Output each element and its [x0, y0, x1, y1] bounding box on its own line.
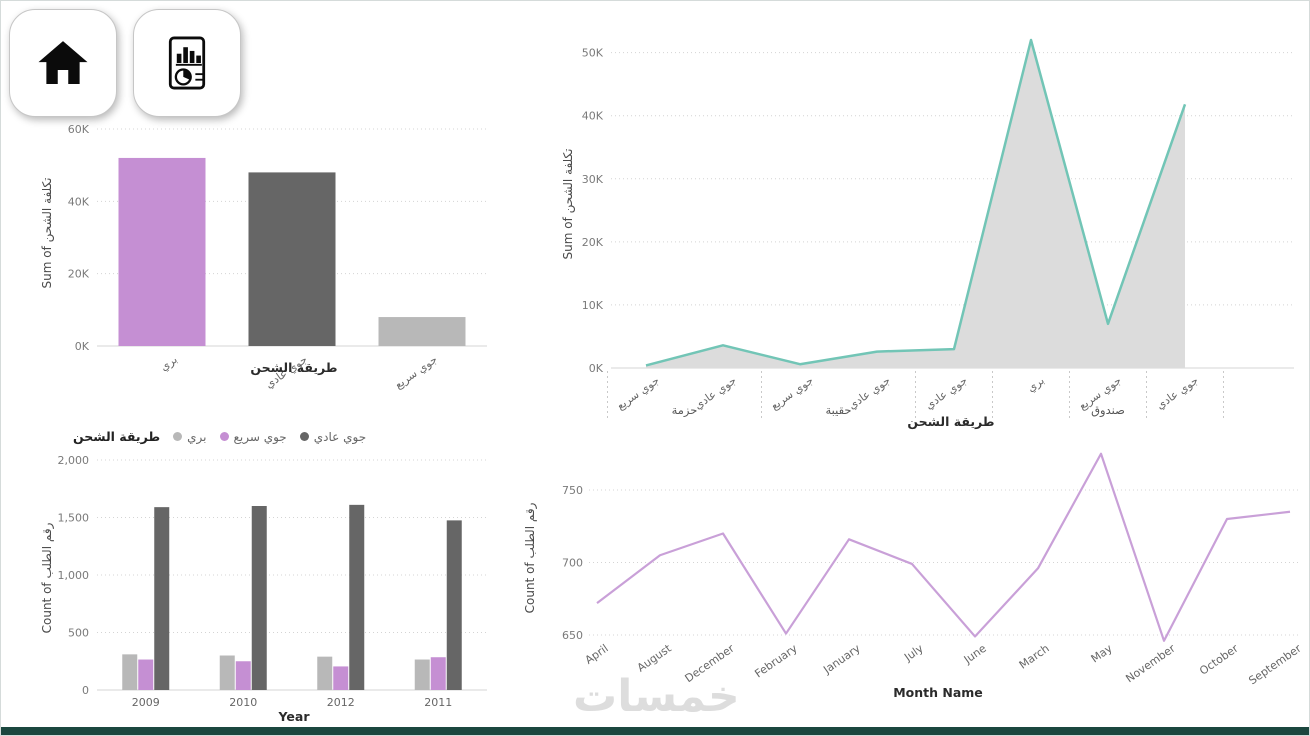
- x-category-label: July: [901, 642, 926, 665]
- x-category-label: 2010: [229, 696, 257, 709]
- tick-label: 750: [562, 484, 583, 497]
- x-axis-title-chart3: Month Name: [893, 685, 983, 700]
- tick-label: 30K: [582, 173, 604, 186]
- x-group-label: حقيبة: [825, 403, 851, 417]
- x-axis-title-chart0: طريقة الشحن: [250, 360, 338, 375]
- legend-dot: [299, 432, 309, 441]
- legend-label: بري: [187, 429, 207, 444]
- footer-bar: [1, 727, 1309, 735]
- tick-label: 20K: [68, 268, 90, 281]
- bar-2012-series-0[interactable]: [317, 656, 333, 690]
- home-icon: [38, 41, 88, 84]
- x-category-label: جوي عادي: [846, 374, 893, 412]
- x-category-label: بري: [158, 353, 180, 374]
- x-category-label: June: [961, 642, 989, 667]
- y-axis-title-chart0: Sum of تكلفة الشحن: [40, 177, 54, 289]
- x-category-label: August: [635, 641, 675, 674]
- x-category-label: October: [1197, 642, 1241, 678]
- bar-1[interactable]: [248, 172, 336, 346]
- x-category-label: February: [752, 642, 800, 681]
- legend-label: جوي عادي: [313, 429, 367, 444]
- x-category-label: 2009: [132, 696, 160, 709]
- x-category-label: جوي عادي: [923, 374, 970, 412]
- tick-label: 700: [562, 557, 583, 570]
- x-group-label: صندوق: [1091, 403, 1125, 418]
- tick-label: 1,000: [58, 569, 90, 582]
- legend-item-2[interactable]: جوي عادي: [299, 429, 367, 444]
- tick-label: 40K: [68, 195, 90, 208]
- x-category-label: December: [683, 642, 738, 686]
- clustered-column-chart-orders-by-year[interactable]: 0 500 1,000 1,500 2,000 2009 2010 2012 2011: [9, 426, 509, 728]
- bar-2010-series-1[interactable]: [235, 661, 251, 690]
- report-chart-icon: [168, 36, 206, 90]
- area-line[interactable]: [645, 38, 1187, 367]
- bar-2011-series-0[interactable]: [414, 659, 430, 690]
- x-axis-title-chart1: طريقة الشحن: [907, 414, 995, 429]
- column-chart-shipping-cost-by-method[interactable]: 0K 20K 40K 60K بري جوي عادي جوي سريع: [9, 105, 509, 405]
- bar-2010-series-0[interactable]: [219, 655, 235, 691]
- tick-label: 500: [68, 627, 89, 640]
- bar-2009-series-2[interactable]: [154, 507, 170, 690]
- x-category-label: جوي عادي: [1154, 374, 1201, 412]
- bar-2012-series-1[interactable]: [333, 666, 349, 690]
- legend-label: جوي سريع: [233, 429, 287, 444]
- area-chart-shipping-cost[interactable]: 0K 10K 20K 30K 40K 50K جوي سريع جوي عادي جوي سري…: [546, 9, 1309, 429]
- x-category-label: April: [583, 642, 611, 667]
- tick-label: 2,000: [58, 454, 90, 467]
- x-category-label: بري: [1025, 374, 1047, 395]
- tick-label: 40K: [582, 110, 604, 123]
- x-category-label: جوي عادي: [692, 374, 739, 412]
- legend-dot: [219, 432, 229, 441]
- tick-label: 650: [562, 629, 583, 642]
- tick-label: 10K: [582, 299, 604, 312]
- tick-label: 50K: [582, 47, 604, 60]
- bar-2[interactable]: [378, 317, 466, 346]
- tick-label: 0: [82, 684, 89, 697]
- report-page-button[interactable]: [133, 9, 241, 117]
- x-category-label: January: [820, 642, 863, 677]
- line-chart-orders-by-month[interactable]: 650 700 750 April August December February Janu…: [519, 436, 1309, 732]
- bar-2009-series-0[interactable]: [122, 654, 138, 690]
- tick-label: 20K: [582, 236, 604, 249]
- x-category-label: 2012: [327, 696, 355, 709]
- tick-label: 60K: [68, 123, 90, 136]
- bar-0[interactable]: [118, 157, 206, 346]
- legend-shipping-method: طريقة الشحن بري جوي سريع جوي عادي: [73, 429, 366, 444]
- x-category-label: May: [1089, 642, 1115, 666]
- bar-2009-series-1[interactable]: [138, 659, 154, 690]
- bar-2012-series-2[interactable]: [349, 504, 365, 690]
- y-axis-title-chart2: Count of رقم الطلب: [40, 522, 54, 634]
- x-category-label: September: [1246, 642, 1304, 688]
- tick-label: 0K: [589, 362, 604, 375]
- legend-item-0[interactable]: بري: [173, 429, 207, 444]
- legend-item-1[interactable]: جوي سريع: [219, 429, 287, 444]
- x-category-label: November: [1123, 642, 1178, 686]
- area-fill: [646, 40, 1185, 368]
- bar-2011-series-1[interactable]: [430, 657, 446, 690]
- x-category-label: جوي سريع: [614, 374, 661, 413]
- bar-2010-series-2[interactable]: [251, 506, 267, 690]
- x-group-label: حزمة: [672, 403, 698, 418]
- x-category-label: 2011: [424, 696, 452, 709]
- y-axis-title-chart3: Count of رقم الطلب: [523, 502, 537, 614]
- tick-label: 0K: [75, 340, 90, 353]
- x-category-label: March: [1017, 642, 1052, 672]
- x-axis-title-chart2: Year: [278, 709, 310, 724]
- bar-2011-series-2[interactable]: [446, 520, 462, 690]
- legend-title: طريقة الشحن: [73, 429, 161, 444]
- x-category-label: جوي سريع: [392, 353, 439, 392]
- home-button[interactable]: [9, 9, 117, 117]
- legend-dot: [173, 432, 183, 441]
- tick-label: 1,500: [58, 512, 90, 525]
- trend-line[interactable]: [596, 452, 1291, 642]
- y-axis-title-chart1: Sum of تكلفة الشحن: [561, 148, 575, 260]
- watermark: خمسات: [573, 671, 740, 722]
- x-category-label: جوي سريع: [768, 374, 815, 413]
